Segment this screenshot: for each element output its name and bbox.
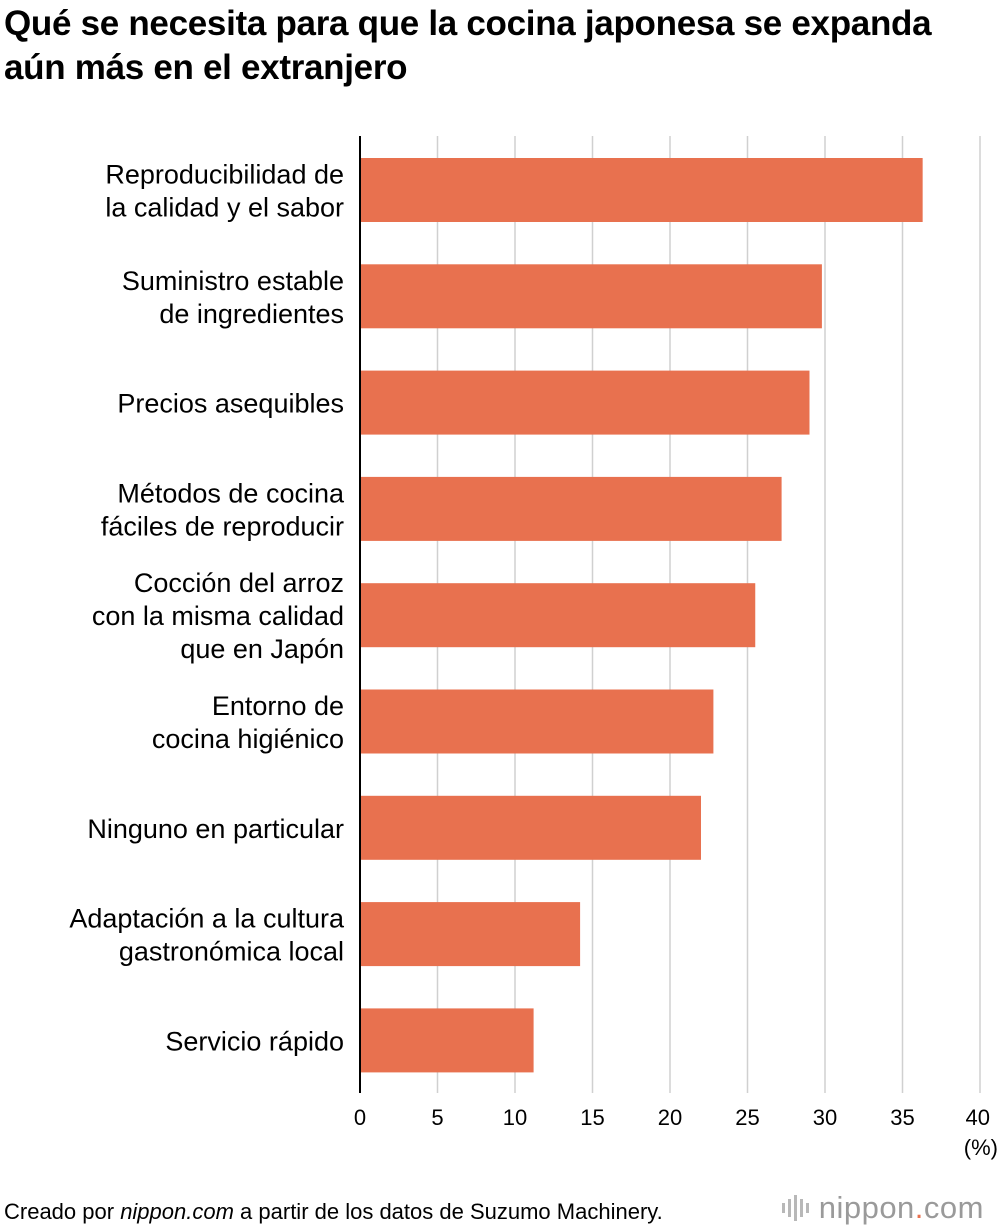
bar-5: [360, 689, 714, 754]
category-label-5-line-1: cocina higiénico: [152, 724, 344, 754]
category-label-7: Adaptación a la cultura gastronómica loca…: [69, 904, 345, 967]
bar-6: [360, 795, 701, 860]
category-label-0-line-1: la calidad y el sabor: [105, 193, 344, 223]
x-tick-label-20: 20: [658, 1105, 682, 1130]
logo-dot: .: [914, 1190, 924, 1225]
logo-tld: com: [923, 1190, 984, 1225]
category-label-2: Precios asequibles: [117, 389, 344, 419]
category-label-1-line-1: de ingredientes: [159, 299, 344, 329]
logo-text: nippon.com: [819, 1190, 984, 1226]
category-label-0: Reproducibilidad de la calidad y el sabor: [105, 160, 344, 223]
category-label-4: Cocción del arroz con la misma calidad que…: [92, 568, 344, 664]
x-tick-label-40: 40: [966, 1105, 990, 1130]
x-tick-label-30: 30: [813, 1105, 837, 1130]
x-tick-label-25: 25: [735, 1105, 759, 1130]
category-label-6-line-0: Ninguno en particular: [87, 814, 344, 844]
category-label-3: Métodos de cocina fáciles de reproducir: [101, 478, 345, 541]
category-label-7-line-1: gastronómica local: [119, 937, 344, 967]
bar-8: [360, 1008, 534, 1073]
category-label-4-line-2: que en Japón: [180, 634, 344, 664]
category-label-3-line-1: fáciles de reproducir: [101, 511, 344, 541]
x-tick-label-0: 0: [354, 1105, 366, 1130]
category-label-5-line-0: Entorno de: [212, 691, 344, 721]
category-label-7-line-0: Adaptación a la cultura: [69, 904, 345, 934]
category-label-4-line-0: Cocción del arroz: [134, 568, 344, 598]
x-tick-label-10: 10: [503, 1105, 527, 1130]
bar-7: [360, 902, 581, 967]
category-label-1-line-0: Suministro estable: [122, 266, 344, 296]
source-site: nippon.com: [120, 1199, 234, 1224]
bar-2: [360, 370, 810, 435]
logo-name: nippon: [818, 1190, 915, 1225]
source-prefix: Creado por: [4, 1199, 121, 1224]
category-labels: Reproducibilidad de la calidad y el sabor…: [69, 160, 345, 1057]
bar-3: [360, 476, 782, 541]
source-suffix: a partir de los datos de Suzumo Machiner…: [233, 1199, 663, 1224]
category-label-8-line-0: Servicio rápido: [165, 1026, 344, 1056]
x-axis: 0 5 10 15 20 25 30 35 40 (%): [354, 136, 998, 1160]
x-tick-label-5: 5: [431, 1105, 443, 1130]
category-label-0-line-0: Reproducibilidad de: [105, 160, 344, 190]
x-axis-unit: (%): [964, 1135, 998, 1160]
category-label-3-line-0: Métodos de cocina: [117, 478, 345, 508]
category-label-5: Entorno de cocina higiénico: [152, 691, 344, 754]
category-label-1: Suministro estable de ingredientes: [122, 266, 344, 329]
bar-4: [360, 583, 756, 648]
category-label-2-line-0: Precios asequibles: [117, 389, 344, 419]
bar-0: [360, 158, 923, 222]
category-label-4-line-1: con la misma calidad: [92, 601, 344, 631]
source-note: Creado por nippon.com a partir de los da…: [4, 1199, 663, 1225]
bar-1: [360, 264, 822, 329]
logo-bars-icon: [781, 1193, 809, 1223]
category-label-8: Servicio rápido: [165, 1026, 344, 1056]
nippon-logo: nippon.com: [781, 1190, 984, 1226]
chart-title: Qué se necesita para que la cocina japon…: [4, 4, 932, 87]
category-label-6: Ninguno en particular: [87, 814, 344, 844]
x-tick-label-35: 35: [890, 1105, 914, 1130]
bars: [360, 158, 923, 1073]
bar-chart: Reproducibilidad de la calidad y el sabor…: [69, 136, 998, 1160]
x-tick-label-15: 15: [580, 1105, 604, 1130]
